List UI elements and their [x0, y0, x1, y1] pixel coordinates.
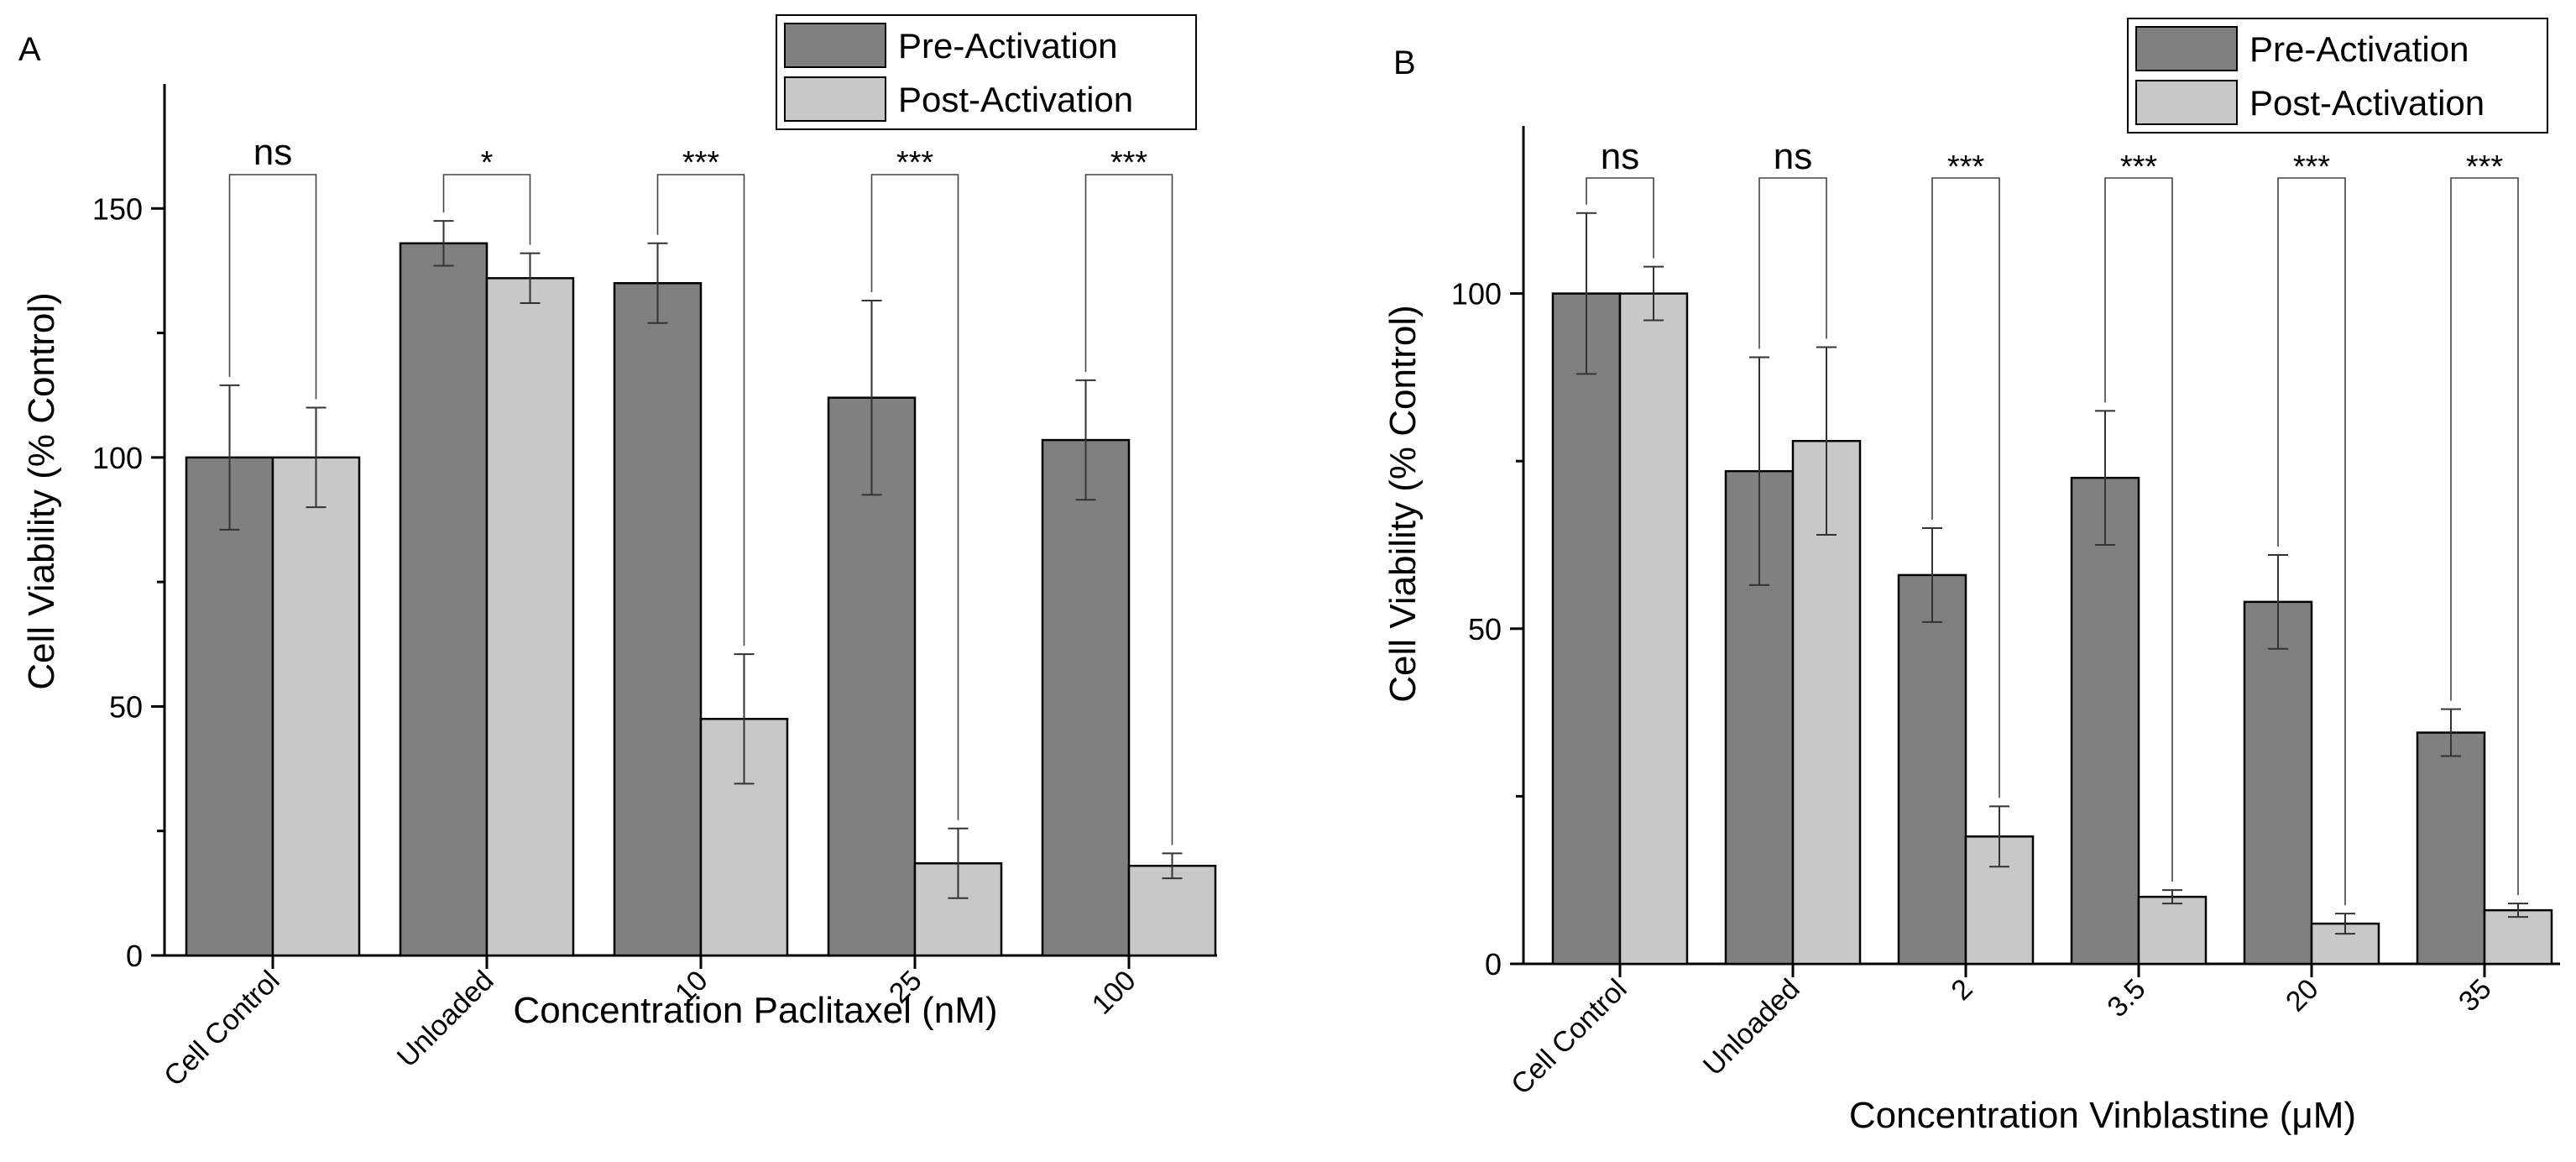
panel-a-significance-label: * — [481, 145, 494, 181]
panel-b-x-tick-label: 2 — [1945, 973, 1978, 1007]
panel-b-y-tick-label: 50 — [1468, 612, 1502, 646]
panel-b-legend-label: Pre-Activation — [2249, 29, 2469, 69]
panel-a-significance-bracket — [1084, 174, 1173, 845]
panel-a-bar-post-activation — [1127, 864, 1217, 957]
panel-b-significance-label: *** — [1947, 149, 1985, 185]
panel-a-bar-pre-activation — [1041, 438, 1131, 957]
panel-b-bar-post-activation — [1618, 292, 1689, 966]
panel-a-x-axis-title: Concentration Paclitaxel (nM) — [513, 990, 997, 1031]
panel-a-chart: A 0 50 100 150 Cell Viability (% Control) Conc… — [18, 14, 1217, 1092]
panel-b-y-tick-label: 0 — [1485, 947, 1502, 981]
panel-a-bar-pre-activation — [185, 456, 274, 957]
panel-a-significance-label: ns — [253, 132, 292, 173]
panel-a-significance-label: *** — [896, 145, 934, 181]
panel-b-bar-pre-activation — [1724, 469, 1795, 966]
panel-a-significance-bracket — [870, 174, 959, 820]
panel-b-significance-label: *** — [2466, 149, 2504, 185]
panel-a-legend-swatch — [784, 23, 886, 68]
panel-a-y-axis-title: Cell Viability (% Control) — [21, 292, 62, 690]
panel-b-x-tick-label: 3.5 — [2101, 973, 2151, 1023]
panel-b-legend-swatch — [2135, 80, 2238, 125]
panel-b-significance-bracket — [2277, 177, 2346, 906]
panel-b-significance-label: ns — [1774, 136, 1812, 177]
panel-a-legend-label: Post-Activation — [898, 80, 1133, 119]
panel-b-bar-post-activation — [2483, 908, 2553, 966]
panel-b-x-tick-label: 20 — [2280, 973, 2325, 1018]
panel-b-x-tick-label: 35 — [2453, 973, 2498, 1018]
panel-a-legend-label: Pre-Activation — [898, 26, 1117, 65]
panel-a-x-tick-label: Cell Control — [158, 965, 285, 1092]
panel-b-chart: B 0 50 100 Cell Viability (% Control) Concent… — [1382, 18, 2560, 1136]
panel-b-x-tick-label: Cell Control — [1505, 973, 1633, 1101]
panel-b-significance-bracket — [1586, 177, 1654, 259]
panel-a-bar-post-activation — [271, 456, 361, 957]
panel-a-significance-bracket — [228, 174, 317, 400]
panel-b-significance-bracket — [1931, 177, 2000, 798]
panel-b-y-tick-label: 100 — [1451, 277, 1502, 311]
panel-b-bar-pre-activation — [1551, 292, 1622, 966]
panel-a-y-tick-label: 0 — [126, 939, 143, 973]
panel-b-label: B — [1393, 44, 1416, 81]
panel-a-significance-label: *** — [682, 145, 720, 181]
panel-b-bar-pre-activation — [1897, 573, 1967, 966]
panel-a-bar-pre-activation — [613, 282, 703, 957]
panel-b-significance-label: *** — [2120, 149, 2158, 185]
panel-a-y-tick-label: 50 — [109, 689, 143, 724]
panel-a-y-tick-label: 100 — [92, 441, 143, 475]
panel-b-legend-swatch — [2135, 26, 2238, 71]
panel-b-x-axis-title: Concentration Vinblastine (μM) — [1849, 1095, 2356, 1136]
panel-b-legend-label: Post-Activation — [2249, 83, 2485, 123]
panel-b-bar-pre-activation — [2243, 600, 2313, 966]
panel-a-significance-bracket — [442, 174, 531, 245]
panel-a-label: A — [18, 31, 41, 68]
panel-b-significance-bracket — [1758, 177, 1827, 349]
panel-a-bar-pre-activation — [399, 242, 489, 957]
panel-a-significance-label: *** — [1110, 145, 1148, 181]
panel-a-bar-post-activation — [485, 277, 575, 957]
panel-b-significance-label: *** — [2293, 149, 2331, 185]
panel-b-significance-bracket — [2450, 177, 2519, 896]
panel-a-x-tick-label: 100 — [1086, 965, 1142, 1021]
panel-b-x-tick-label: Unloaded — [1697, 973, 1806, 1082]
panel-b-significance-label: ns — [1601, 136, 1639, 177]
panel-a-significance-bracket — [656, 174, 745, 646]
panel-b-bar-pre-activation — [2070, 476, 2140, 966]
panel-b-bar-pre-activation — [2416, 731, 2486, 966]
panel-b-y-axis-title: Cell Viability (% Control) — [1382, 305, 1424, 703]
panel-a-legend-swatch — [784, 76, 886, 122]
panel-a-y-tick-label: 150 — [92, 191, 143, 226]
panel-b-bar-post-activation — [2137, 895, 2208, 966]
panel-a-x-tick-label: Unloaded — [391, 965, 500, 1074]
panel-b-significance-bracket — [2104, 177, 2173, 882]
